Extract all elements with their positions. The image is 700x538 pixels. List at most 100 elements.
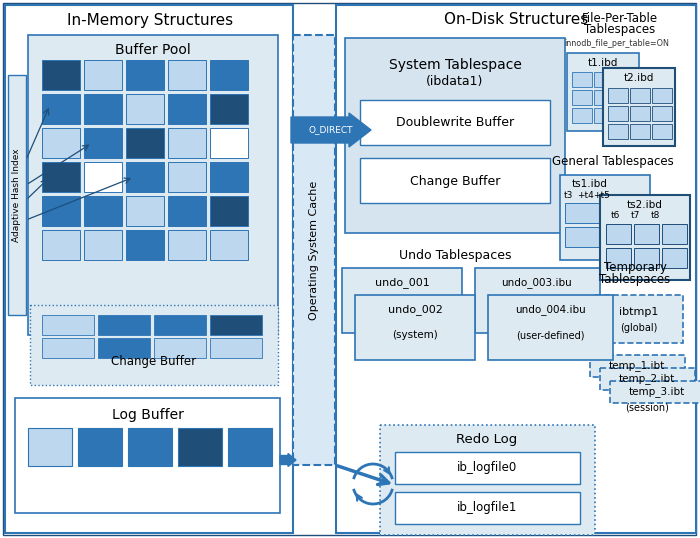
Bar: [565, 227, 600, 247]
Text: t8: t8: [650, 211, 659, 221]
Bar: [84, 60, 122, 90]
Bar: [78, 428, 122, 466]
Bar: [395, 452, 580, 484]
Bar: [572, 108, 592, 123]
Bar: [5, 5, 293, 533]
Text: (system): (system): [392, 330, 438, 340]
Bar: [572, 72, 592, 87]
Bar: [30, 305, 278, 385]
Bar: [42, 60, 80, 90]
Bar: [475, 268, 600, 333]
Bar: [567, 53, 639, 131]
Text: Buffer Pool: Buffer Pool: [115, 43, 191, 57]
Bar: [355, 295, 475, 360]
Bar: [126, 60, 164, 90]
Bar: [630, 106, 650, 121]
Bar: [8, 75, 26, 315]
Text: temp_3.ibt: temp_3.ibt: [629, 386, 685, 398]
Bar: [210, 128, 248, 158]
Bar: [603, 227, 638, 247]
Text: t7: t7: [630, 211, 640, 221]
Bar: [634, 248, 659, 268]
Bar: [606, 248, 631, 268]
Bar: [168, 128, 206, 158]
Bar: [210, 162, 248, 192]
Bar: [228, 428, 272, 466]
Bar: [590, 355, 685, 377]
Text: (session): (session): [625, 403, 669, 413]
Text: In-Memory Structures: In-Memory Structures: [67, 12, 233, 27]
Bar: [42, 315, 94, 335]
Bar: [210, 196, 248, 226]
Text: Tablespaces: Tablespaces: [599, 273, 671, 287]
Bar: [380, 425, 595, 535]
Bar: [98, 338, 150, 358]
Bar: [126, 196, 164, 226]
Text: ts1.ibd: ts1.ibd: [572, 179, 608, 189]
Text: (user-defined): (user-defined): [516, 330, 584, 340]
Bar: [606, 224, 631, 244]
Text: File-Per-Table: File-Per-Table: [582, 11, 658, 25]
Bar: [395, 492, 580, 524]
Text: undo_002: undo_002: [388, 305, 442, 315]
Text: General Tablespaces: General Tablespaces: [552, 155, 674, 168]
Text: undo_004.ibu: undo_004.ibu: [514, 305, 585, 315]
Bar: [168, 94, 206, 124]
Bar: [126, 162, 164, 192]
Bar: [42, 128, 80, 158]
Bar: [360, 158, 550, 203]
Bar: [572, 90, 592, 105]
Bar: [652, 106, 672, 121]
Bar: [210, 60, 248, 90]
Bar: [662, 248, 687, 268]
Text: t6: t6: [610, 211, 620, 221]
Bar: [360, 100, 550, 145]
Bar: [210, 94, 248, 124]
Text: Operating System Cache: Operating System Cache: [309, 180, 319, 320]
Text: innodb_file_per_table=ON: innodb_file_per_table=ON: [565, 39, 669, 47]
Bar: [84, 162, 122, 192]
Text: Doublewrite Buffer: Doublewrite Buffer: [396, 117, 514, 130]
Bar: [178, 428, 222, 466]
Text: Log Buffer: Log Buffer: [112, 408, 184, 422]
Bar: [168, 230, 206, 260]
Text: Adaptive Hash Index: Adaptive Hash Index: [13, 148, 22, 242]
Text: ib_logfile0: ib_logfile0: [457, 462, 517, 475]
Bar: [616, 108, 636, 123]
Bar: [610, 381, 700, 403]
Bar: [84, 128, 122, 158]
Bar: [154, 315, 206, 335]
Text: Temporary: Temporary: [603, 261, 666, 274]
Bar: [336, 5, 696, 533]
Text: O_DIRECT: O_DIRECT: [309, 125, 354, 134]
Text: ibtmp1: ibtmp1: [620, 307, 659, 317]
Bar: [210, 230, 248, 260]
FancyArrow shape: [291, 113, 371, 147]
Bar: [84, 94, 122, 124]
Text: t2.ibd: t2.ibd: [624, 73, 655, 83]
Bar: [84, 196, 122, 226]
Bar: [630, 88, 650, 103]
Bar: [565, 203, 600, 223]
Bar: [28, 428, 72, 466]
Text: temp_1.ibt: temp_1.ibt: [609, 360, 665, 371]
Text: Redo Log: Redo Log: [456, 434, 517, 447]
Text: +t4: +t4: [577, 190, 594, 200]
Bar: [595, 295, 683, 343]
Bar: [616, 90, 636, 105]
FancyArrow shape: [280, 454, 296, 466]
Bar: [630, 124, 650, 139]
Bar: [600, 195, 690, 280]
Bar: [126, 230, 164, 260]
Bar: [488, 295, 613, 360]
Bar: [42, 94, 80, 124]
Text: On-Disk Structures: On-Disk Structures: [444, 12, 588, 27]
Bar: [600, 368, 695, 390]
Text: Tablespaces: Tablespaces: [584, 24, 656, 37]
Text: Undo Tablespaces: Undo Tablespaces: [399, 249, 511, 261]
Text: System Tablespace: System Tablespace: [389, 58, 522, 72]
Bar: [168, 162, 206, 192]
Text: undo_001: undo_001: [374, 278, 429, 288]
Bar: [42, 338, 94, 358]
Text: temp_2.ibt: temp_2.ibt: [619, 373, 675, 385]
